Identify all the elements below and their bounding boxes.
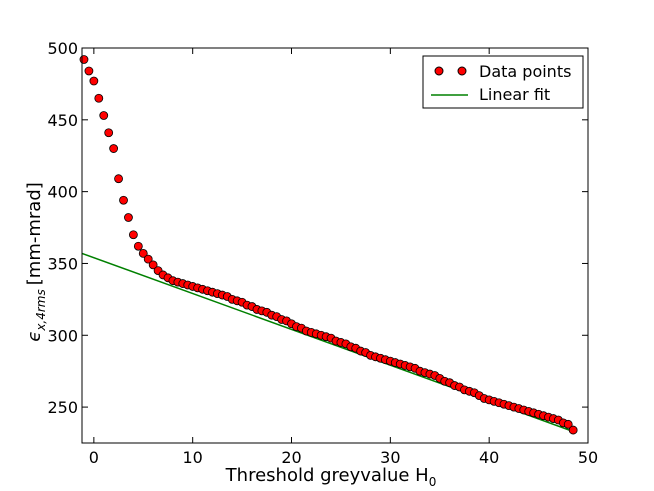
data-point <box>148 260 158 270</box>
x-tick-label: 0 <box>89 448 99 467</box>
y-tick-label: 400 <box>47 183 78 202</box>
x-tick-label: 50 <box>578 448 598 467</box>
legend-label-linear-fit: Linear fit <box>479 85 550 104</box>
legend-box <box>422 55 584 109</box>
data-point <box>104 128 114 138</box>
plot-area-frame <box>81 47 589 444</box>
data-point <box>563 419 573 429</box>
y-tick-label: 250 <box>47 398 78 417</box>
y-tick-label: 450 <box>47 111 78 130</box>
data-point <box>89 76 99 86</box>
data-point <box>133 241 143 251</box>
x-tick-label: 10 <box>183 448 203 467</box>
x-tick-label: 40 <box>479 448 499 467</box>
data-point <box>119 195 128 205</box>
y-tick-label: 350 <box>47 254 78 273</box>
y-tick-label: 500 <box>47 39 78 58</box>
data-point <box>143 254 153 264</box>
data-point <box>109 144 119 153</box>
data-point <box>79 55 89 64</box>
data-points-layer <box>79 55 578 435</box>
legend-marker-data-points-2 <box>457 66 467 76</box>
data-point <box>138 248 148 258</box>
x-axis-label: Threshold greyvalue H0 <box>225 465 437 489</box>
y-axis-label: ϵx,4rms[mm-mrad] <box>24 182 48 342</box>
x-tick-label: 20 <box>281 448 301 467</box>
data-point <box>568 425 578 435</box>
data-point <box>114 174 123 184</box>
y-tick-label: 300 <box>47 326 78 345</box>
legend-label-data-points: Data points <box>479 62 571 81</box>
data-point <box>124 213 133 222</box>
axis-ticks: 0 10 20 30 40 50 250 300 350 400 450 500 <box>47 39 598 467</box>
data-point <box>94 93 104 103</box>
legend: Data points Linear fit <box>422 55 584 109</box>
data-point <box>84 66 94 76</box>
x-tick-label: 30 <box>380 448 400 467</box>
data-point <box>99 111 109 120</box>
legend-marker-data-points <box>434 66 444 76</box>
data-point <box>128 230 138 240</box>
